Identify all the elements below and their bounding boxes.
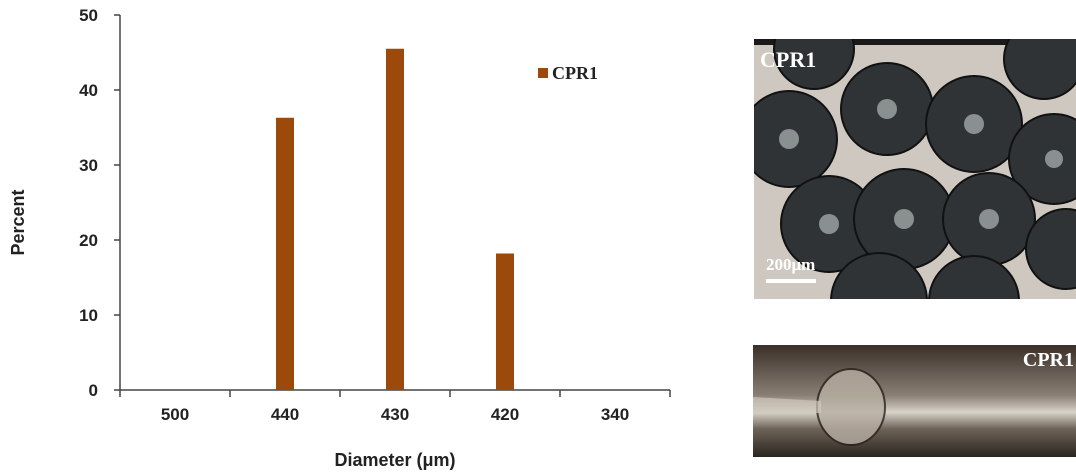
microspheres-picture	[754, 39, 1076, 299]
microscope-image-bottom: CPR1	[753, 345, 1076, 457]
legend-label: CPR1	[552, 63, 598, 83]
x-tick-label: 340	[601, 405, 629, 424]
y-tick-label: 30	[79, 156, 98, 175]
y-tick-label: 20	[79, 231, 98, 250]
bar-chart: 0 10 20 30 40 50 500 440 430 420 340 Diameter (μm) P…	[8, 6, 671, 470]
bottom-image-label: CPR1	[1022, 349, 1074, 371]
y-tick-label: 0	[89, 381, 98, 400]
x-tick-label: 430	[381, 405, 409, 424]
y-tick-label: 10	[79, 306, 98, 325]
legend-swatch	[538, 68, 548, 78]
bar-440	[276, 117, 294, 390]
scale-bar	[766, 279, 816, 283]
bar-430	[386, 48, 404, 390]
x-axis-label: Diameter (μm)	[334, 450, 455, 470]
x-tick-label: 420	[491, 405, 519, 424]
top-image-label: CPR1	[760, 47, 817, 72]
x-tick-label: 440	[271, 405, 299, 424]
bar-420	[496, 253, 514, 390]
y-tick-label: 50	[79, 6, 98, 25]
y-axis-label: Percent	[8, 189, 28, 255]
microscope-image-top: CPR1 200μm	[754, 39, 1076, 299]
droplet-picture	[753, 345, 1076, 457]
y-tick-label: 40	[79, 81, 98, 100]
x-tick-label: 500	[161, 405, 189, 424]
scale-bar-label: 200μm	[766, 255, 816, 274]
